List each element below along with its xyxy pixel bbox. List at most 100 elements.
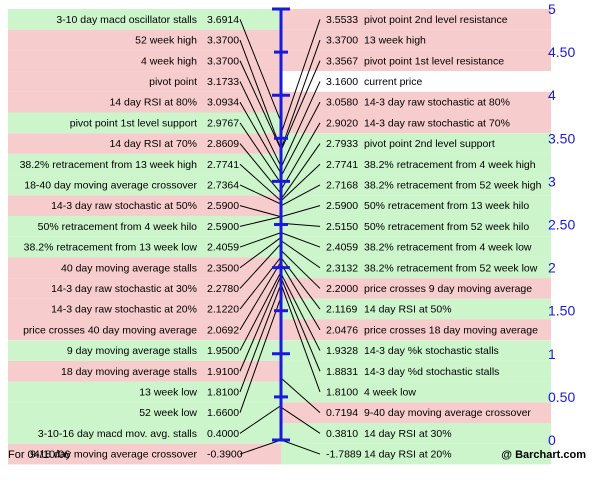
right-connector-line — [280, 163, 321, 202]
left-level-value: 3.6914 — [207, 14, 239, 26]
left-connector-line — [239, 296, 282, 413]
axis-tick-labels: 0 0.50 1 1.50 2 2.50 3 3.50 4 4.50 5 — [548, 1, 575, 448]
right-connector-line — [280, 263, 321, 331]
left-level-label: 13 week low — [139, 386, 197, 398]
left-level-value: 1.9100 — [207, 366, 239, 378]
left-level-label: 52 week low — [139, 407, 197, 419]
right-row-band — [281, 29, 551, 51]
right-level-value: 3.3567 — [326, 55, 358, 67]
right-level-value: 2.4059 — [326, 242, 358, 254]
left-row-band — [8, 340, 281, 361]
right-row-band — [281, 257, 551, 279]
left-connector-line — [239, 243, 282, 289]
right-level-value: 2.9020 — [326, 117, 358, 129]
right-level-value: 2.2000 — [326, 283, 358, 295]
right-row-band — [281, 216, 551, 237]
left-level-label: 4 week high — [141, 55, 197, 67]
axis-tick-label: 0.50 — [548, 389, 575, 405]
right-level-value: 1.8100 — [326, 386, 358, 398]
left-connector-line — [239, 261, 282, 331]
left-row-band — [8, 153, 281, 175]
left-level-value: 2.5900 — [207, 200, 239, 212]
left-level-label: 40 day moving average stalls — [61, 262, 197, 274]
right-connector-line — [280, 240, 321, 269]
right-level-value: 2.5900 — [326, 200, 358, 212]
left-row-band — [8, 50, 281, 72]
left-connector-line — [239, 184, 282, 205]
left-connector-line — [239, 143, 282, 194]
left-level-label: 14-3 day raw stochastic at 20% — [51, 304, 197, 316]
left-level-value: 3.3700 — [207, 35, 239, 47]
right-row-band — [281, 9, 551, 30]
right-row-band — [281, 298, 551, 320]
left-level-label: 9 day moving average stalls — [67, 345, 197, 357]
left-row-band — [8, 278, 281, 299]
right-row-band — [281, 381, 551, 403]
left-level-value: 2.4059 — [207, 242, 239, 254]
left-level-value: 2.1220 — [207, 304, 239, 316]
right-connector-line — [280, 283, 321, 393]
right-level-value: 3.1600 — [326, 76, 358, 88]
left-level-value: -0.3900 — [207, 449, 243, 461]
axis-tick-label: 2 — [548, 260, 556, 276]
axis-tick-label: 1.50 — [548, 303, 575, 319]
left-level-value: 3.3700 — [207, 55, 239, 67]
right-row-band — [281, 174, 551, 196]
left-connector-line — [239, 163, 282, 202]
left-row-band — [8, 71, 281, 92]
right-level-label: 14-3 day %k stochastic stalls — [364, 345, 499, 357]
price-axis — [272, 7, 290, 442]
left-level-value: 2.3500 — [207, 262, 239, 274]
left-row-band — [8, 216, 281, 237]
right-level-label: 38.2% retracement from 52 week low — [364, 262, 538, 274]
right-level-label: 9-40 day moving average crossover — [364, 407, 531, 419]
left-level-value: 2.8609 — [207, 138, 239, 150]
left-level-label: 14 day RSI at 70% — [109, 138, 197, 150]
right-level-value: 0.3810 — [326, 428, 358, 440]
right-level-value: 2.7741 — [326, 159, 358, 171]
left-connector-line — [239, 283, 282, 393]
footer-date: For 04/10/06 — [8, 449, 71, 461]
right-connector-line — [280, 143, 321, 200]
right-level-value: 2.0476 — [326, 324, 358, 336]
right-connector-line — [280, 81, 321, 168]
left-level-value: 2.7741 — [207, 159, 239, 171]
right-level-label: price crosses 9 day moving average — [364, 283, 532, 295]
left-row-band — [8, 29, 281, 51]
axis-tick-label: 3 — [548, 173, 556, 189]
axis-tick-label: 2.50 — [548, 217, 575, 233]
axis-tick-label: 4 — [548, 87, 556, 103]
left-connector-line — [239, 216, 282, 227]
left-row-band — [8, 360, 281, 382]
left-row-band — [8, 402, 281, 423]
right-level-label: pivot point 1st level resistance — [364, 55, 504, 67]
left-level-label: 52 week high — [135, 35, 197, 47]
left-row-band — [8, 91, 281, 113]
right-connector-line — [280, 439, 321, 455]
left-row-band — [8, 236, 281, 258]
right-level-label: 38.2% retracement from 4 week low — [364, 242, 532, 254]
right-level-label: pivot point 2nd level support — [364, 138, 495, 150]
left-level-label: 18-40 day moving average crossover — [24, 179, 197, 191]
right-level-label: 13 week high — [364, 35, 426, 47]
right-level-value: 2.5150 — [326, 221, 358, 233]
left-row-band — [8, 319, 281, 341]
right-level-label: 14 day RSI at 50% — [364, 304, 452, 316]
right-row-band — [281, 340, 551, 361]
right-row-band — [281, 71, 551, 92]
right-row-band — [281, 402, 551, 423]
right-row-band — [281, 195, 551, 216]
right-row-band — [281, 423, 551, 444]
right-connector-line — [280, 232, 321, 248]
left-row-band — [8, 257, 281, 279]
left-connector-line — [239, 237, 282, 269]
right-level-label: 14 day RSI at 20% — [364, 449, 452, 461]
right-connector-line — [280, 184, 321, 207]
left-level-value: 3.0934 — [207, 97, 239, 109]
left-level-value: 2.7364 — [207, 179, 239, 191]
left-connector-line — [239, 19, 282, 122]
footer-credit: @ Barchart.com — [501, 449, 586, 461]
left-level-value: 3.1733 — [207, 76, 239, 88]
right-level-label: 14 day RSI at 30% — [364, 428, 452, 440]
